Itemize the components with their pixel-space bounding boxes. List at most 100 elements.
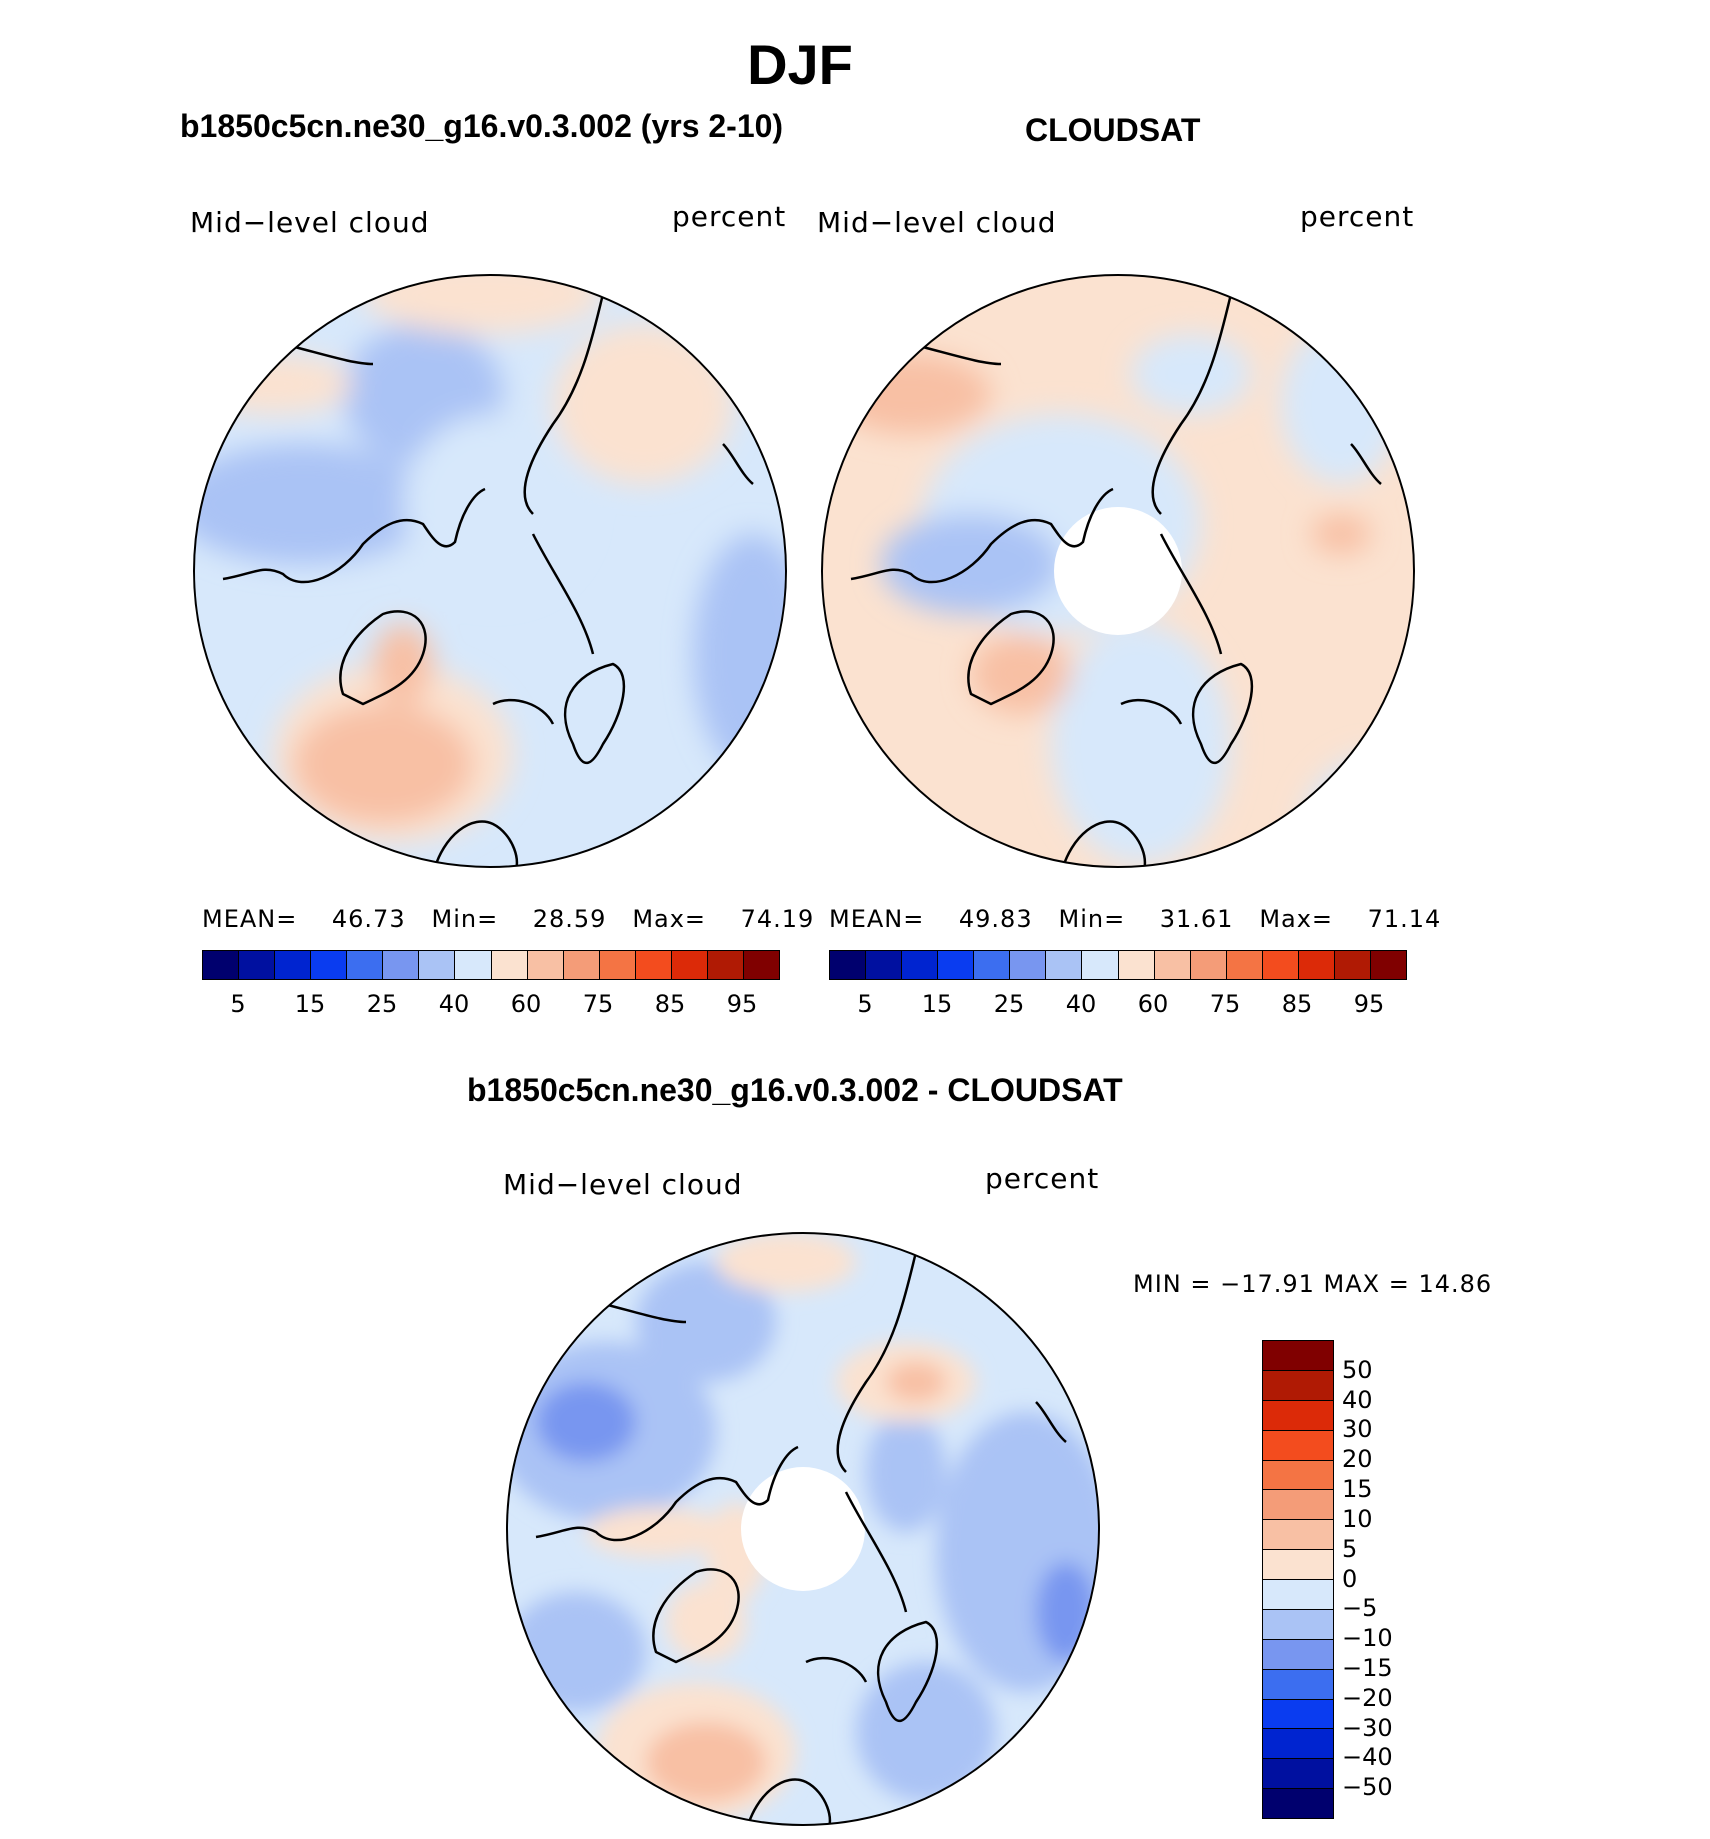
- colorbar-tick-label: 50: [1342, 1355, 1373, 1384]
- colorbar-swatch: [1263, 1520, 1333, 1551]
- colorbar-swatch: [902, 951, 939, 979]
- colorbar-tick-label: −5: [1342, 1594, 1378, 1623]
- colorbar-tick-label: 30: [1342, 1415, 1373, 1444]
- panel-1-units-label: percent: [672, 200, 787, 233]
- colorbar-tick-label: 25: [993, 990, 1025, 1018]
- colorbar-swatch: [1118, 951, 1155, 979]
- colorbar-swatch: [1263, 1669, 1333, 1700]
- colorbar-swatch: [1298, 951, 1335, 979]
- colorbar-tick-label: 95: [726, 990, 758, 1018]
- colorbar-swatch: [1263, 1341, 1333, 1371]
- diff-units-label: percent: [985, 1162, 1100, 1195]
- panel-1-colorbar: [202, 950, 780, 980]
- colorbar-swatch: [1263, 1430, 1333, 1461]
- max-label: Max=: [632, 905, 707, 933]
- colorbar-tick-label: 20: [1342, 1445, 1373, 1474]
- diff-minmax: MIN = −17.91 MAX = 14.86: [1133, 1270, 1493, 1298]
- colorbar-tick-label: −20: [1342, 1683, 1393, 1712]
- colorbar-swatch: [866, 951, 903, 979]
- colorbar-swatch: [830, 951, 867, 979]
- colorbar-swatch: [1370, 951, 1406, 979]
- colorbar-tick-label: 5: [1342, 1534, 1358, 1563]
- colorbar-swatch: [1010, 951, 1047, 979]
- panel-1-polar-map: [193, 274, 787, 868]
- colorbar-tick-label: 40: [1065, 990, 1097, 1018]
- colorbar-swatch: [1263, 1759, 1333, 1790]
- colorbar-swatch: [1226, 951, 1263, 979]
- panel-2-title: CLOUDSAT: [1025, 112, 1201, 148]
- colorbar-swatch: [455, 951, 492, 979]
- colorbar-swatch: [974, 951, 1011, 979]
- colorbar-tick-label: 40: [438, 990, 470, 1018]
- colorbar-swatch: [1263, 1609, 1333, 1640]
- colorbar-tick-label: −40: [1342, 1743, 1393, 1772]
- panel-1-variable-label: Mid−level cloud: [190, 206, 430, 239]
- colorbar-tick-label: 85: [1281, 990, 1313, 1018]
- colorbar-swatch: [383, 951, 420, 979]
- colorbar-tick-label: 15: [1342, 1475, 1373, 1504]
- colorbar-tick-label: 95: [1353, 990, 1385, 1018]
- colorbar-swatch: [527, 951, 564, 979]
- diff-variable-label: Mid−level cloud: [503, 1168, 743, 1201]
- colorbar-swatch: [1190, 951, 1227, 979]
- colorbar-tick-label: 60: [1137, 990, 1169, 1018]
- colorbar-swatch: [1263, 1490, 1333, 1521]
- colorbar-swatch: [743, 951, 779, 979]
- mean-label: MEAN=: [829, 905, 925, 933]
- colorbar-tick-label: 5: [857, 990, 873, 1018]
- mean-value: 46.73: [331, 905, 406, 933]
- colorbar-tick-label: −50: [1342, 1773, 1393, 1802]
- colorbar-swatch: [1263, 1789, 1333, 1818]
- max-value: 71.14: [1367, 905, 1442, 933]
- colorbar-swatch: [707, 951, 744, 979]
- panel-2-colorbar: [829, 950, 1407, 980]
- figure-title: DJF: [747, 33, 853, 96]
- diff-colorbar: [1262, 1340, 1334, 1819]
- mean-label: MEAN=: [202, 905, 298, 933]
- diff-panel-title: b1850c5cn.ne30_g16.v0.3.002 - CLOUDSAT: [467, 1072, 1123, 1108]
- colorbar-swatch: [1263, 1580, 1333, 1610]
- min-value: 28.59: [532, 905, 607, 933]
- colorbar-swatch: [1334, 951, 1371, 979]
- colorbar-swatch: [239, 951, 276, 979]
- colorbar-swatch: [1263, 1729, 1333, 1760]
- max-label: Max=: [1259, 905, 1334, 933]
- colorbar-swatch: [1082, 951, 1119, 979]
- colorbar-tick-label: 10: [1342, 1504, 1373, 1533]
- colorbar-tick-label: 75: [1209, 990, 1241, 1018]
- colorbar-swatch: [1263, 1699, 1333, 1730]
- max-value: 74.19: [740, 905, 815, 933]
- colorbar-tick-label: 85: [654, 990, 686, 1018]
- colorbar-swatch: [1263, 1460, 1333, 1491]
- colorbar-swatch: [311, 951, 348, 979]
- colorbar-swatch: [938, 951, 975, 979]
- min-label: Min=: [1058, 905, 1126, 933]
- colorbar-swatch: [1262, 951, 1299, 979]
- colorbar-tick-label: 25: [366, 990, 398, 1018]
- colorbar-swatch: [1263, 1400, 1333, 1431]
- colorbar-swatch: [563, 951, 600, 979]
- panel-2-units-label: percent: [1300, 200, 1415, 233]
- colorbar-swatch: [671, 951, 708, 979]
- colorbar-swatch: [1263, 1370, 1333, 1401]
- colorbar-tick-label: 15: [921, 990, 953, 1018]
- colorbar-tick-label: 15: [294, 990, 326, 1018]
- colorbar-tick-label: 60: [510, 990, 542, 1018]
- colorbar-tick-label: 0: [1342, 1564, 1358, 1593]
- panel-2-stats: MEAN= 49.83 Min= 31.61 Max= 71.14: [829, 905, 1441, 933]
- panel-1-stats: MEAN= 46.73 Min= 28.59 Max= 74.19: [202, 905, 814, 933]
- colorbar-swatch: [1046, 951, 1083, 979]
- colorbar-tick-label: 75: [582, 990, 614, 1018]
- colorbar-tick-label: −15: [1342, 1653, 1393, 1682]
- colorbar-swatch: [491, 951, 528, 979]
- colorbar-swatch: [635, 951, 672, 979]
- colorbar-tick-label: −30: [1342, 1713, 1393, 1742]
- min-label: Min=: [431, 905, 499, 933]
- min-value: 31.61: [1159, 905, 1234, 933]
- colorbar-swatch: [1263, 1550, 1333, 1580]
- panel-2-variable-label: Mid−level cloud: [817, 206, 1057, 239]
- colorbar-swatch: [1263, 1639, 1333, 1670]
- mean-value: 49.83: [958, 905, 1033, 933]
- colorbar-swatch: [599, 951, 636, 979]
- colorbar-swatch: [347, 951, 384, 979]
